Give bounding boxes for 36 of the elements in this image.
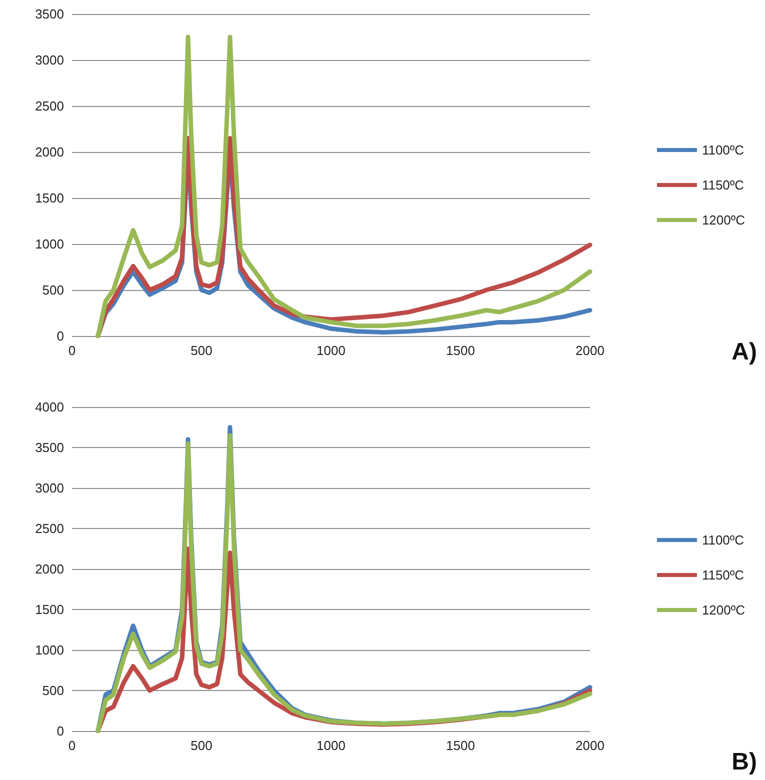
y-tick-label: 2000 (35, 144, 64, 160)
y-tick-label: 4000 (35, 400, 64, 414)
line-series (96, 34, 592, 338)
y-tick-label: 2000 (35, 562, 64, 576)
y-tick-label: 1500 (35, 190, 64, 206)
y-tick-label: 0 (56, 724, 64, 738)
x-tick-label: 0 (68, 738, 76, 753)
y-tick-label: 3500 (35, 440, 64, 455)
y-tick-label: 3500 (35, 6, 64, 22)
y-tick-label: 500 (42, 683, 64, 698)
text: B) (732, 748, 758, 776)
x-tick-label: 2000 (576, 738, 604, 753)
y-tick-label: 2500 (35, 98, 64, 114)
legend-label: 1150ºC (702, 178, 744, 192)
y-tick-label: 1500 (35, 602, 64, 617)
x-tick-label: 1000 (316, 738, 346, 753)
y-tick-label: 2500 (35, 521, 64, 536)
text: A) (732, 338, 758, 366)
legend-label: 1150ºC (702, 568, 744, 582)
legend-label: 1100ºC (702, 142, 744, 158)
x-tick-label: 1000 (316, 343, 346, 358)
y-tick-label: 1000 (35, 236, 64, 252)
x-tick-label: 0 (68, 343, 76, 358)
y-tick-label: 3000 (35, 52, 64, 68)
x-tick-label: 1500 (446, 343, 475, 358)
x-tick-label: 500 (190, 343, 212, 358)
y-tick-label: 0 (56, 328, 64, 344)
y-tick-label: 3000 (35, 480, 64, 496)
legend-label: 1100ºC (702, 532, 744, 548)
y-tick-label: 1000 (35, 642, 64, 658)
legend-label: 1200ºC (702, 602, 746, 618)
x-tick-label: 500 (190, 738, 212, 753)
y-tick-label: 500 (42, 282, 64, 298)
x-tick-label: 1500 (446, 738, 475, 753)
legend-label: 1200ºC (702, 212, 746, 228)
x-tick-label: 2000 (576, 343, 604, 358)
